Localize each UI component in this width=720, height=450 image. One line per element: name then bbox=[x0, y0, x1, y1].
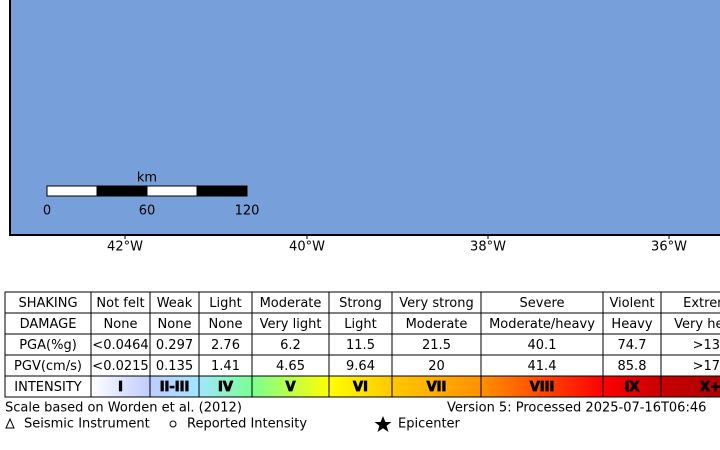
cell-text: <0.0215 bbox=[92, 359, 148, 374]
cell-text: PGA(%g) bbox=[19, 338, 77, 353]
cell-text: 2.76 bbox=[211, 338, 240, 353]
legend-label: Reported Intensity bbox=[187, 417, 307, 432]
cell-text: DAMAGE bbox=[20, 317, 77, 332]
cell-text: X+ bbox=[700, 380, 720, 395]
scale-segment bbox=[96, 185, 148, 197]
cell-text: 11.5 bbox=[346, 338, 375, 353]
scale-label: 60 bbox=[139, 204, 156, 219]
cell-text: Very strong bbox=[399, 296, 473, 311]
cell-text: VI bbox=[353, 380, 368, 395]
cell-text: 74.7 bbox=[618, 338, 647, 353]
cell-text: None bbox=[158, 317, 192, 332]
reported-icon bbox=[169, 420, 177, 428]
cell-text: <0.0464 bbox=[92, 338, 148, 353]
x-tick-label: 42°W bbox=[107, 240, 143, 255]
x-tick-label: 38°W bbox=[470, 240, 506, 255]
cell-text: Weak bbox=[157, 296, 193, 311]
epicenter-icon bbox=[374, 416, 392, 432]
cell-text: 21.5 bbox=[422, 338, 451, 353]
scale-note: Scale based on Worden et al. (2012) bbox=[5, 401, 242, 416]
cell-text: Extreme bbox=[683, 296, 720, 311]
legend-label: Epicenter bbox=[398, 417, 461, 432]
cell-text: Moderate bbox=[406, 317, 468, 332]
cell-text: None bbox=[209, 317, 243, 332]
map-area bbox=[9, 0, 720, 236]
cell-text: 4.65 bbox=[276, 359, 305, 374]
cell-text: Light bbox=[344, 317, 376, 332]
cell-text: Very light bbox=[260, 317, 322, 332]
cell-text: Moderate/heavy bbox=[489, 317, 595, 332]
instrument-icon bbox=[5, 417, 15, 429]
cell-text: IV bbox=[218, 380, 233, 395]
cell-text: SHAKING bbox=[18, 296, 77, 311]
cell-text: 0.135 bbox=[156, 359, 193, 374]
scale-segment bbox=[196, 185, 248, 197]
cell-text: Heavy bbox=[611, 317, 652, 332]
cell-text: 41.4 bbox=[528, 359, 557, 374]
cell-text: V bbox=[285, 380, 295, 395]
table-cell bbox=[660, 375, 720, 398]
cell-text: Moderate bbox=[260, 296, 322, 311]
cell-text: 40.1 bbox=[528, 338, 557, 353]
cell-text: 6.2 bbox=[280, 338, 301, 353]
cell-text: INTENSITY bbox=[14, 380, 81, 395]
cell-text: Severe bbox=[520, 296, 565, 311]
cell-text: I bbox=[118, 380, 123, 395]
x-tick-label: 36°W bbox=[651, 240, 687, 255]
cell-text: Very heavy bbox=[674, 317, 720, 332]
cell-text: IX bbox=[625, 380, 640, 395]
cell-text: >139 bbox=[693, 338, 720, 353]
version: Version 5: Processed 2025-07-16T06:46 bbox=[447, 401, 706, 416]
scale-label: 0 bbox=[43, 204, 51, 219]
cell-text: 1.41 bbox=[211, 359, 240, 374]
cell-text: VIII bbox=[530, 380, 555, 395]
scale-label: 120 bbox=[235, 204, 260, 219]
cell-text: PGV(cm/s) bbox=[14, 359, 82, 374]
legend-label: Seismic Instrument bbox=[24, 417, 150, 432]
cell-text: Strong bbox=[339, 296, 382, 311]
x-tick-label: 40°W bbox=[289, 240, 325, 255]
cell-text: Not felt bbox=[96, 296, 144, 311]
scale-segment bbox=[46, 185, 98, 197]
cell-text: None bbox=[104, 317, 138, 332]
scale-unit: km bbox=[137, 171, 157, 186]
cell-text: 9.64 bbox=[346, 359, 375, 374]
cell-text: 20 bbox=[428, 359, 445, 374]
cell-text: VII bbox=[427, 380, 447, 395]
cell-text: Light bbox=[209, 296, 241, 311]
cell-text: 85.8 bbox=[618, 359, 647, 374]
cell-text: Violent bbox=[609, 296, 654, 311]
scale-segment bbox=[146, 185, 198, 197]
cell-text: 0.297 bbox=[156, 338, 193, 353]
cell-text: >178 bbox=[693, 359, 720, 374]
cell-text: II-III bbox=[160, 380, 190, 395]
